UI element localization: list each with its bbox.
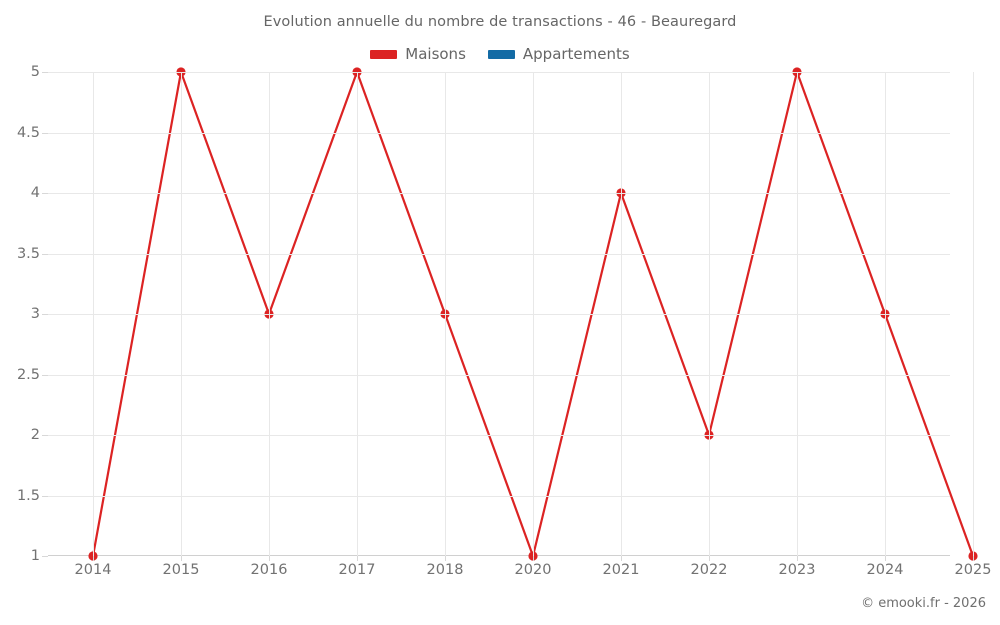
y-tick-label: 4 [30, 185, 40, 201]
data-point-marker[interactable] [264, 309, 274, 319]
x-tick-label: 2024 [866, 562, 904, 578]
x-tick-mark [709, 556, 710, 561]
x-tick-label: 2023 [778, 562, 816, 578]
x-tick-label: 2017 [338, 562, 376, 578]
gridline-horizontal [48, 132, 950, 134]
x-tick-label: 2018 [426, 562, 464, 578]
y-tick-label: 1.5 [16, 487, 40, 504]
y-tick-mark [42, 374, 48, 376]
y-tick-mark [42, 556, 48, 557]
gridline-horizontal [48, 314, 950, 315]
x-tick-label: 2021 [602, 562, 640, 578]
x-tick-mark [357, 556, 358, 561]
legend-swatch-appartements [487, 49, 515, 59]
gridline-horizontal [48, 495, 950, 497]
x-axis-labels: 2014 2015 2016 2017 2018 2020 2021 2022 2023 2024… [48, 562, 992, 586]
y-tick-label: 2.5 [16, 366, 40, 383]
x-tick-mark [181, 556, 182, 561]
y-tick-label: 1 [30, 548, 40, 564]
plot-area [42, 67, 978, 561]
y-tick-mark [42, 253, 48, 255]
y-tick-mark [42, 72, 48, 73]
y-tick-label: 5 [30, 64, 40, 80]
x-tick-mark [797, 556, 798, 561]
legend-label-maisons: Maisons [405, 45, 466, 63]
gridline-horizontal [48, 374, 950, 376]
x-tick-label: 2025 [954, 562, 992, 578]
y-tick-mark [42, 314, 48, 315]
x-tick-label: 2014 [74, 562, 112, 578]
x-axis-line [48, 555, 950, 556]
x-tick-label: 2016 [250, 562, 288, 578]
gridline-vertical [621, 72, 622, 556]
footer-credit: © emooki.fr - 2026 [861, 596, 986, 611]
legend-item-appartements[interactable]: Appartements [487, 45, 630, 63]
x-tick-label: 2015 [162, 562, 200, 578]
gridline-vertical [93, 72, 94, 556]
gridline-horizontal [48, 435, 950, 436]
x-tick-mark [533, 556, 534, 561]
gridline-vertical [885, 72, 886, 556]
x-tick-mark [445, 556, 446, 561]
y-axis-labels: 1 1.5 2 2.5 3 3.5 4 4.5 5 [0, 64, 40, 564]
x-tick-mark [621, 556, 622, 561]
x-tick-mark [885, 556, 886, 561]
x-tick-label: 2022 [690, 562, 728, 578]
gridline-vertical [181, 72, 182, 556]
legend-swatch-maisons [370, 49, 398, 59]
gridline-horizontal [48, 193, 950, 194]
y-tick-label: 2 [30, 427, 40, 443]
x-tick-mark [93, 556, 94, 561]
y-tick-label: 4.5 [16, 124, 40, 141]
chart-title: Evolution annuelle du nombre de transact… [263, 14, 737, 30]
y-tick-mark [42, 132, 48, 134]
x-tick-mark [269, 556, 270, 561]
legend-item-maisons[interactable]: Maisons [370, 45, 466, 63]
gridline-vertical [797, 72, 798, 556]
legend-label-appartements: Appartements [522, 45, 630, 63]
y-tick-label: 3 [30, 306, 40, 322]
y-tick-mark [42, 193, 48, 194]
chart-legend: Maisons Appartements [0, 45, 1000, 63]
gridline-vertical [445, 72, 446, 556]
gridline-horizontal [48, 72, 950, 73]
gridline-vertical [357, 72, 358, 556]
y-tick-label: 3.5 [16, 245, 40, 262]
gridline-vertical [973, 72, 974, 556]
gridline-vertical [709, 72, 710, 556]
x-tick-mark [973, 556, 974, 561]
y-tick-mark [42, 435, 48, 436]
y-tick-mark [42, 495, 48, 497]
x-tick-label: 2020 [514, 562, 552, 578]
gridline-vertical [269, 72, 270, 556]
gridline-vertical [533, 72, 534, 556]
gridline-horizontal [48, 253, 950, 255]
